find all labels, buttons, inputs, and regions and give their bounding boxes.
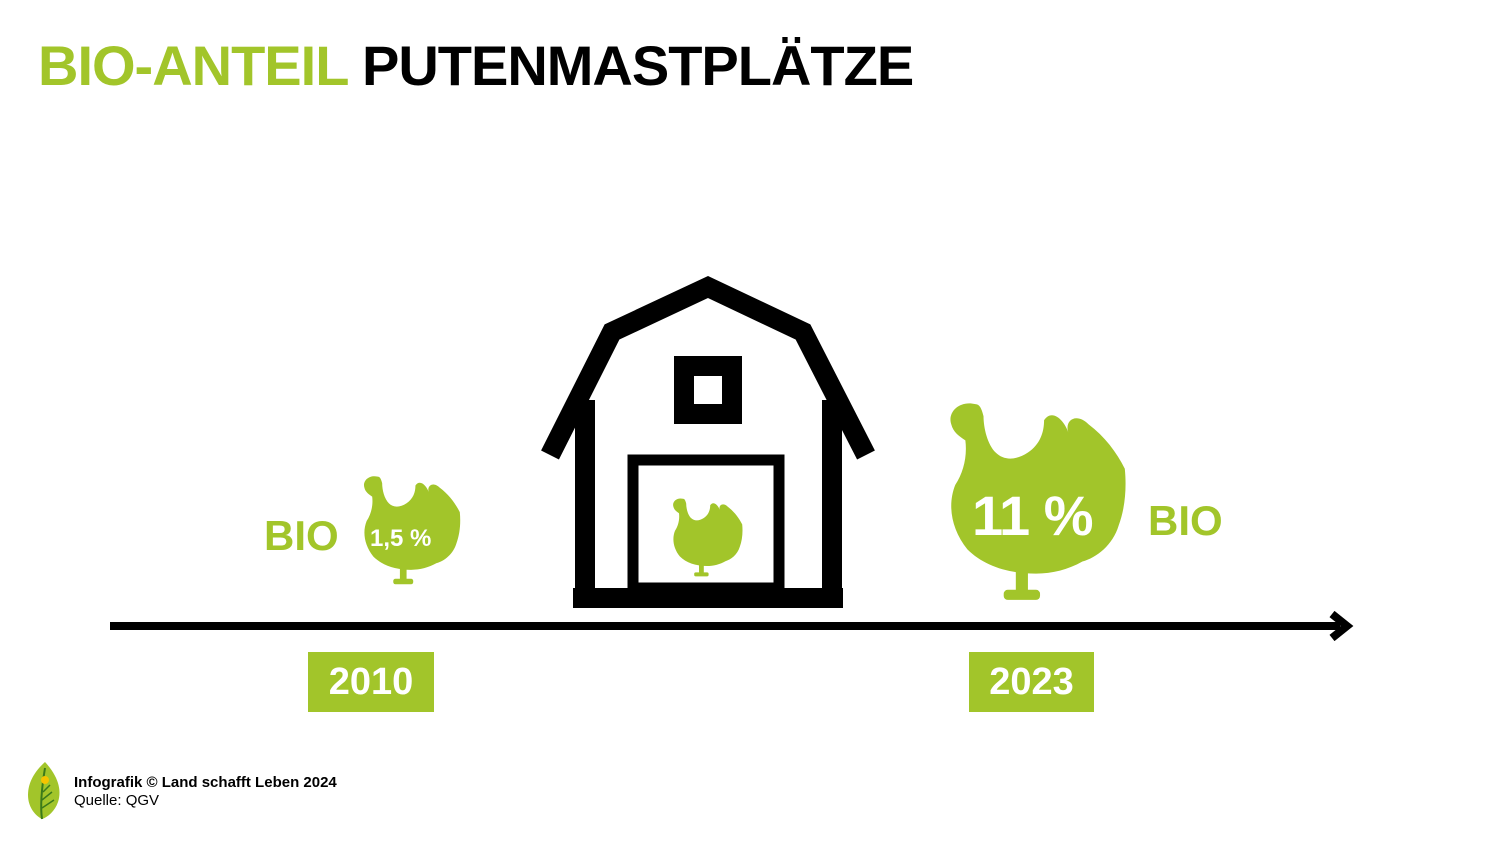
leaf-logo-icon <box>28 762 60 820</box>
page-title: BIO-ANTEIL PUTENMASTPLÄTZE <box>38 34 914 98</box>
credit-line: Infografik © Land schafft Leben 2024 <box>74 774 337 791</box>
year-badge-2010: 2010 <box>308 652 434 712</box>
timeline-arrow-icon <box>110 610 1354 642</box>
year-badge-2023: 2023 <box>969 652 1094 712</box>
footer-credit: Infografik © Land schafft Leben 2024 Que… <box>74 774 337 810</box>
title-highlight: BIO-ANTEIL <box>38 34 348 97</box>
percent-label-2023: 11 % <box>972 484 1094 547</box>
source-line: Quelle: QGV <box>74 792 160 809</box>
bio-label-2010: BIO <box>264 512 339 559</box>
title-rest: PUTENMASTPLÄTZE <box>361 34 914 97</box>
barn-icon <box>541 275 875 608</box>
turkey-icon-barn <box>673 498 743 577</box>
percent-label-2010: 1,5 % <box>370 525 432 552</box>
bio-label-2023: BIO <box>1148 497 1223 544</box>
